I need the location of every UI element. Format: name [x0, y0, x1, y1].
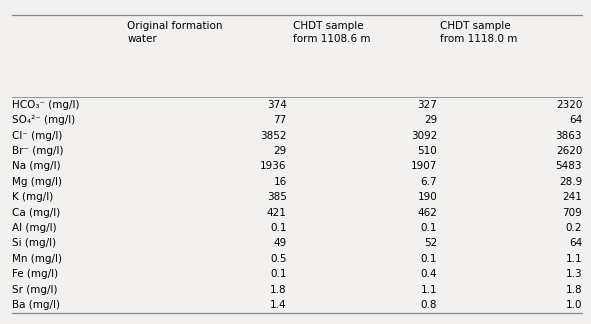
- Text: 28.9: 28.9: [559, 177, 582, 187]
- Text: 1.1: 1.1: [421, 284, 437, 295]
- Text: Sr (mg/l): Sr (mg/l): [12, 284, 57, 295]
- Text: Si (mg/l): Si (mg/l): [12, 238, 56, 249]
- Text: 190: 190: [418, 192, 437, 202]
- Text: Br⁻ (mg/l): Br⁻ (mg/l): [12, 146, 63, 156]
- Text: 1.8: 1.8: [270, 284, 287, 295]
- Text: CHDT sample
form 1108.6 m: CHDT sample form 1108.6 m: [293, 21, 370, 44]
- Text: 64: 64: [569, 115, 582, 125]
- Text: 327: 327: [417, 100, 437, 110]
- Text: 421: 421: [267, 208, 287, 218]
- Text: Mn (mg/l): Mn (mg/l): [12, 254, 62, 264]
- Text: 29: 29: [424, 115, 437, 125]
- Text: 1.3: 1.3: [566, 269, 582, 279]
- Text: 29: 29: [274, 146, 287, 156]
- Text: 1907: 1907: [411, 161, 437, 171]
- Text: Na (mg/l): Na (mg/l): [12, 161, 60, 171]
- Text: Ba (mg/l): Ba (mg/l): [12, 300, 60, 310]
- Text: 510: 510: [418, 146, 437, 156]
- Text: 2320: 2320: [556, 100, 582, 110]
- Text: Al (mg/l): Al (mg/l): [12, 223, 57, 233]
- Text: SO₄²⁻ (mg/l): SO₄²⁻ (mg/l): [12, 115, 75, 125]
- Text: 1936: 1936: [260, 161, 287, 171]
- Text: 0.2: 0.2: [566, 223, 582, 233]
- Text: 49: 49: [274, 238, 287, 249]
- Text: 709: 709: [563, 208, 582, 218]
- Text: 1.0: 1.0: [566, 300, 582, 310]
- Text: 1.4: 1.4: [270, 300, 287, 310]
- Text: Fe (mg/l): Fe (mg/l): [12, 269, 58, 279]
- Text: Ca (mg/l): Ca (mg/l): [12, 208, 60, 218]
- Text: 374: 374: [267, 100, 287, 110]
- Text: 1.8: 1.8: [566, 284, 582, 295]
- Text: 385: 385: [267, 192, 287, 202]
- Text: 0.4: 0.4: [421, 269, 437, 279]
- Text: Original formation
water: Original formation water: [127, 21, 223, 44]
- Text: 5483: 5483: [556, 161, 582, 171]
- Text: Cl⁻ (mg/l): Cl⁻ (mg/l): [12, 131, 62, 141]
- Text: 0.8: 0.8: [421, 300, 437, 310]
- Text: 0.5: 0.5: [270, 254, 287, 264]
- Text: 6.7: 6.7: [421, 177, 437, 187]
- Text: 3852: 3852: [260, 131, 287, 141]
- Text: K (mg/l): K (mg/l): [12, 192, 53, 202]
- Text: 2620: 2620: [556, 146, 582, 156]
- Text: 52: 52: [424, 238, 437, 249]
- Text: 3863: 3863: [556, 131, 582, 141]
- Text: HCO₃⁻ (mg/l): HCO₃⁻ (mg/l): [12, 100, 79, 110]
- Text: 0.1: 0.1: [270, 223, 287, 233]
- Text: 0.1: 0.1: [270, 269, 287, 279]
- Text: 1.1: 1.1: [566, 254, 582, 264]
- Text: 64: 64: [569, 238, 582, 249]
- Text: 462: 462: [417, 208, 437, 218]
- Text: 77: 77: [274, 115, 287, 125]
- Text: 0.1: 0.1: [421, 254, 437, 264]
- Text: 16: 16: [274, 177, 287, 187]
- Text: Mg (mg/l): Mg (mg/l): [12, 177, 62, 187]
- Text: 3092: 3092: [411, 131, 437, 141]
- Text: 0.1: 0.1: [421, 223, 437, 233]
- Text: CHDT sample
from 1118.0 m: CHDT sample from 1118.0 m: [440, 21, 518, 44]
- Text: 241: 241: [562, 192, 582, 202]
